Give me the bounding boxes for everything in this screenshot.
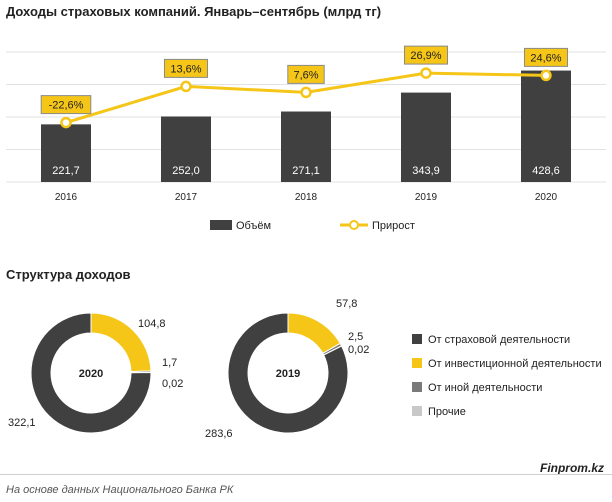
x-tick-label: 2019	[415, 192, 438, 203]
bar	[161, 116, 211, 182]
growth-point	[180, 80, 192, 93]
pie-legend-swatch	[412, 334, 422, 344]
structure-title: Структура доходов	[6, 267, 131, 282]
bar	[281, 111, 331, 182]
bar-value-label: 221,7	[52, 165, 80, 177]
donut-value-label: 2,5	[348, 331, 363, 343]
pie-legend-swatch	[412, 358, 422, 368]
pie-legend-swatch	[412, 382, 422, 392]
donut-slice	[227, 312, 349, 434]
legend-swatch-volume	[210, 220, 232, 230]
growth-label: 26,9%	[410, 50, 441, 62]
x-tick-label: 2020	[535, 192, 558, 203]
bar-value-label: 271,1	[292, 165, 320, 177]
pie-legend-label: Прочие	[428, 406, 466, 418]
growth-label-box	[287, 64, 325, 84]
bar-line-chart: 221,7 252,0 271,1 343,9 428,6 -22,6% 13,6% 7,6…	[6, 45, 606, 232]
donut-value-label: 0,02	[348, 344, 369, 356]
bar-value-label: 252,0	[172, 165, 200, 177]
footer-divider	[0, 474, 612, 475]
source-note: На основе данных Национального Банка РК	[6, 484, 234, 496]
pie-legend-label: От страховой деятельности	[428, 334, 570, 346]
growth-label-box	[40, 95, 92, 115]
donut-slice	[30, 312, 152, 434]
donut-value-label: 0,02	[162, 378, 183, 390]
legend-label-growth: Прирост	[372, 220, 415, 232]
pie-legend-swatch	[412, 406, 422, 416]
growth-point	[420, 67, 432, 79]
donut-value-label: 1,7	[162, 357, 177, 369]
growth-point	[60, 116, 72, 129]
growth-label: 7,6%	[293, 69, 318, 81]
donut-slice	[287, 312, 341, 354]
x-tick-label: 2018	[295, 192, 318, 203]
legend-marker-growth	[349, 220, 359, 230]
chart-title: Доходы страховых компаний. Январь–сентяб…	[6, 4, 382, 19]
growth-label: 13,6%	[170, 63, 201, 75]
donut-center-label: 2020	[79, 368, 103, 380]
legend-label-volume: Объём	[236, 220, 271, 232]
donut-value-label: 104,8	[138, 318, 166, 330]
x-tick-label: 2016	[55, 192, 78, 203]
pie-legend-label: От иной деятельности	[428, 382, 542, 394]
donut-center-label: 2019	[276, 368, 300, 380]
donut-value-label: 57,8	[336, 298, 357, 310]
x-tick-label: 2017	[175, 192, 198, 203]
donut-slice	[322, 345, 343, 356]
bar	[401, 92, 451, 182]
donut-value-label: 283,6	[205, 428, 233, 440]
growth-label-box	[524, 47, 568, 67]
brand-logo-text: Finprom.kz	[539, 461, 604, 475]
growth-label: -22,6%	[49, 100, 84, 112]
growth-label-box	[164, 58, 208, 78]
bar	[521, 70, 571, 182]
donut-value-label: 322,1	[8, 417, 36, 429]
bar	[41, 124, 91, 182]
bar-value-label: 343,9	[412, 165, 440, 177]
growth-point	[540, 69, 552, 82]
growth-label: 24,6%	[530, 52, 561, 64]
growth-point	[300, 86, 312, 99]
pie-legend-label: От инвестиционной деятельности	[428, 358, 602, 370]
growth-label-box	[404, 45, 448, 65]
bar-value-label: 428,6	[532, 165, 560, 177]
